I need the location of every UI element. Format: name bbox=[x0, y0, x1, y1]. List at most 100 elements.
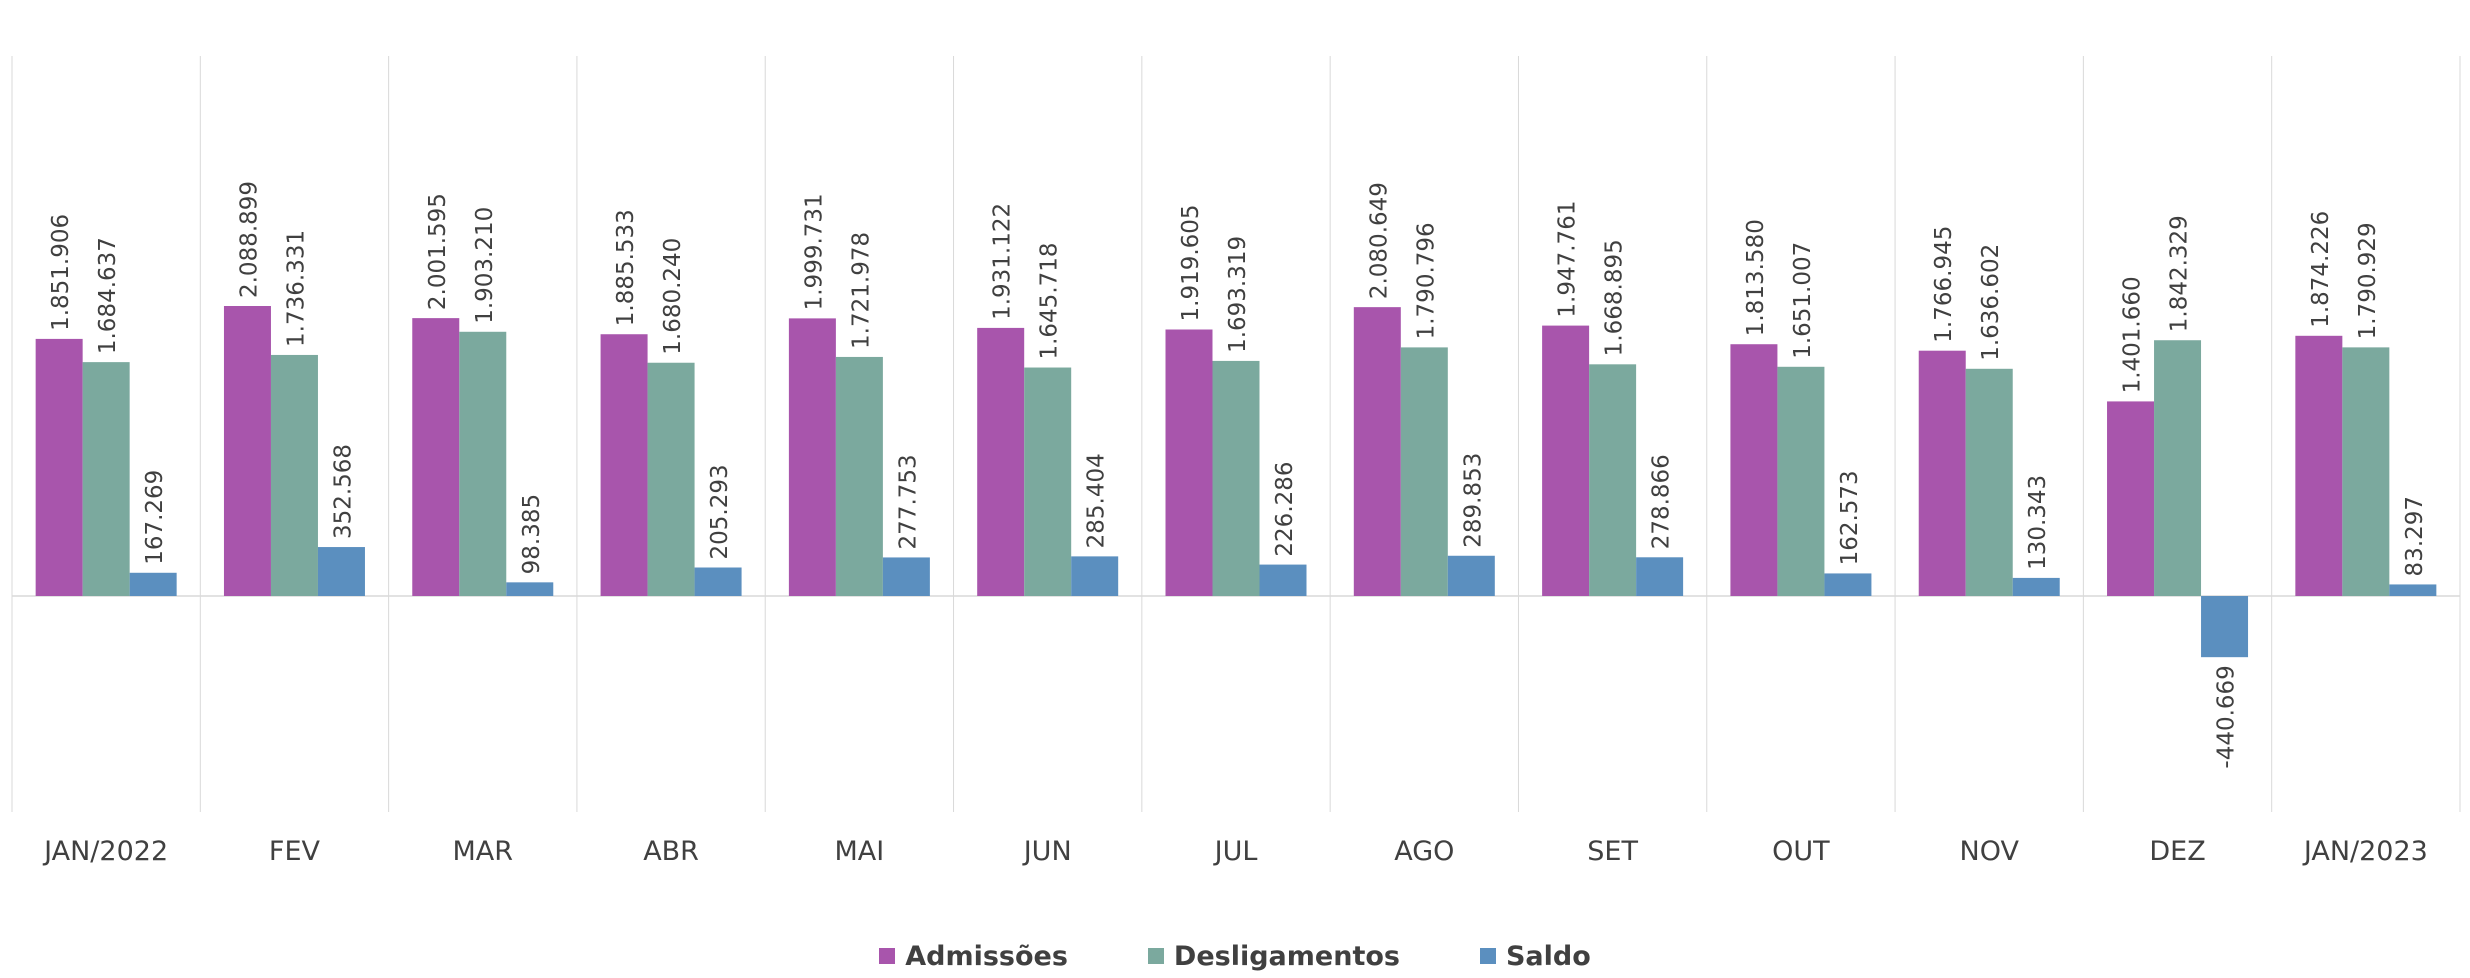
data-label: 1.919.605 bbox=[1178, 204, 1204, 321]
bar-saldo bbox=[2012, 577, 2060, 596]
x-tick-label: JUL bbox=[1213, 836, 1258, 867]
data-label: 1.931.122 bbox=[990, 203, 1016, 320]
bar-admissões bbox=[35, 338, 83, 596]
bar-saldo bbox=[694, 567, 742, 596]
data-label: 277.753 bbox=[895, 454, 921, 549]
bar-admissões bbox=[412, 318, 460, 596]
data-label: 2.088.899 bbox=[236, 181, 262, 298]
bar-desligamentos bbox=[82, 362, 130, 596]
bar-admissões bbox=[1353, 307, 1401, 596]
bar-desligamentos bbox=[459, 331, 507, 596]
legend-swatch bbox=[1479, 948, 1496, 964]
x-tick-label: DEZ bbox=[2149, 836, 2205, 867]
data-label: 83.297 bbox=[2402, 496, 2428, 576]
data-label: 1.903.210 bbox=[472, 207, 498, 324]
data-label: 130.343 bbox=[2025, 475, 2051, 570]
data-label: 1.947.761 bbox=[1555, 201, 1581, 318]
data-label: 352.568 bbox=[330, 444, 356, 539]
data-label: 98.385 bbox=[519, 494, 545, 574]
bar-desligamentos bbox=[1589, 364, 1637, 596]
bar-admissões bbox=[788, 318, 836, 596]
data-label: 1.636.602 bbox=[1978, 244, 2004, 361]
bar-admissões bbox=[2107, 401, 2155, 596]
legend-item: Saldo bbox=[1479, 940, 1591, 972]
legend-item: Admissões bbox=[879, 941, 1068, 972]
data-label: 1.766.945 bbox=[1931, 226, 1957, 343]
bar-desligamentos bbox=[2342, 347, 2390, 596]
data-label: 2.080.649 bbox=[1366, 182, 1392, 299]
data-label: 278.866 bbox=[1649, 454, 1675, 549]
bar-saldo bbox=[882, 557, 930, 596]
x-tick-label: NOV bbox=[1960, 836, 2020, 867]
data-label: 162.573 bbox=[1837, 470, 1863, 565]
data-label: 205.293 bbox=[707, 464, 733, 559]
legend-item: Desligamentos bbox=[1147, 940, 1400, 972]
data-label: 1.693.319 bbox=[1225, 236, 1251, 353]
bar-admissões bbox=[1165, 329, 1213, 596]
bar-saldo bbox=[1447, 555, 1495, 596]
bar-desligamentos bbox=[1777, 366, 1825, 596]
bar-desligamentos bbox=[835, 356, 883, 596]
x-tick-label: AGO bbox=[1394, 836, 1454, 867]
bar-desligamentos bbox=[1400, 347, 1448, 596]
x-tick-label: JAN/2022 bbox=[42, 836, 168, 867]
bar-saldo bbox=[1071, 556, 1119, 596]
bar-saldo bbox=[129, 572, 177, 596]
bar-desligamentos bbox=[2154, 340, 2202, 596]
data-label: 1.645.718 bbox=[1037, 242, 1063, 359]
bar-admissões bbox=[1918, 350, 1966, 596]
x-tick-label: ABR bbox=[643, 836, 699, 867]
bar-desligamentos bbox=[270, 354, 318, 596]
data-label: 1.790.929 bbox=[2355, 222, 2381, 339]
data-label: 1.401.660 bbox=[2120, 276, 2146, 393]
data-label: 1.851.906 bbox=[48, 214, 74, 331]
x-tick-label: OUT bbox=[1772, 836, 1830, 867]
bar-desligamentos bbox=[1965, 368, 2013, 596]
legend-swatch bbox=[879, 948, 896, 964]
data-label: 1.885.533 bbox=[613, 209, 639, 326]
bar-saldo bbox=[1259, 564, 1307, 596]
data-label: 1.736.331 bbox=[283, 230, 309, 347]
bar-saldo bbox=[1636, 557, 1684, 596]
x-tick-label: MAR bbox=[453, 836, 514, 867]
bar-saldo bbox=[2201, 596, 2249, 658]
bar-admissões bbox=[600, 334, 648, 596]
legend-label: Admissões bbox=[905, 940, 1068, 972]
legend-label: Desligamentos bbox=[1173, 940, 1400, 972]
data-label: 226.286 bbox=[1272, 461, 1298, 556]
bar-desligamentos bbox=[1212, 360, 1260, 596]
data-label: 1.721.978 bbox=[848, 232, 874, 349]
bar-admissões bbox=[223, 306, 271, 596]
x-tick-label: FEV bbox=[269, 836, 321, 867]
bar-desligamentos bbox=[1024, 367, 1072, 596]
bar-saldo bbox=[317, 547, 365, 596]
legend: Admissões Desligamentos Saldo bbox=[0, 936, 2470, 976]
data-label: 1.842.329 bbox=[2167, 215, 2193, 332]
bar-saldo bbox=[1824, 573, 1872, 596]
bar-desligamentos bbox=[647, 362, 695, 596]
data-label: 1.668.895 bbox=[1602, 239, 1628, 356]
legend-swatch bbox=[1147, 948, 1164, 964]
data-label: 1.874.226 bbox=[2308, 211, 2334, 328]
data-label: 1.790.796 bbox=[1413, 222, 1439, 339]
data-label: 1.651.007 bbox=[1790, 242, 1816, 359]
data-label: -440.669 bbox=[2214, 665, 2240, 768]
legend-label: Saldo bbox=[1505, 940, 1591, 972]
data-label: 1.813.580 bbox=[1743, 219, 1769, 336]
bar-admissões bbox=[1542, 325, 1590, 596]
data-label: 1.999.731 bbox=[801, 193, 827, 310]
bar-saldo bbox=[506, 582, 554, 596]
x-tick-label: SET bbox=[1587, 836, 1638, 867]
data-label: 285.404 bbox=[1084, 453, 1110, 548]
x-tick-label: JUN bbox=[1022, 836, 1072, 867]
data-label: 1.684.637 bbox=[95, 237, 121, 354]
data-label: 1.680.240 bbox=[660, 238, 686, 355]
data-label: 2.001.595 bbox=[425, 193, 451, 310]
x-tick-label: MAI bbox=[835, 836, 885, 867]
x-tick-label: JAN/2023 bbox=[2302, 836, 2428, 867]
bar-admissões bbox=[1730, 344, 1778, 596]
data-label: 289.853 bbox=[1460, 453, 1486, 548]
bar-admissões bbox=[977, 327, 1025, 596]
data-label: 167.269 bbox=[142, 470, 168, 565]
